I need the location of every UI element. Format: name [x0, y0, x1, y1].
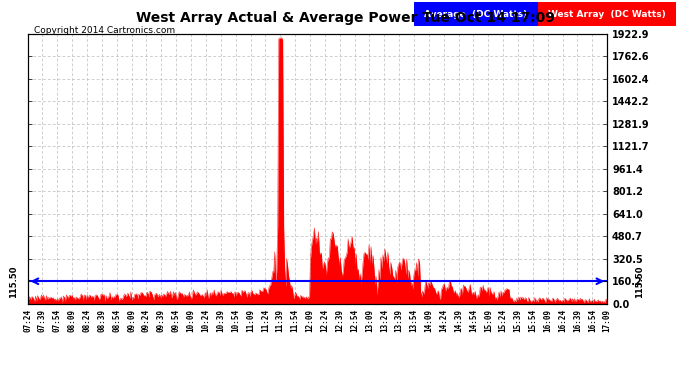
Text: Average  (DC Watts): Average (DC Watts) — [424, 10, 528, 18]
Text: 115.50: 115.50 — [8, 265, 18, 297]
Text: Copyright 2014 Cartronics.com: Copyright 2014 Cartronics.com — [34, 26, 176, 35]
Text: West Array Actual & Average Power Tue Oct 14 17:09: West Array Actual & Average Power Tue Oc… — [135, 11, 555, 25]
Text: West Array  (DC Watts): West Array (DC Watts) — [549, 10, 666, 18]
Text: 115.50: 115.50 — [635, 265, 644, 297]
